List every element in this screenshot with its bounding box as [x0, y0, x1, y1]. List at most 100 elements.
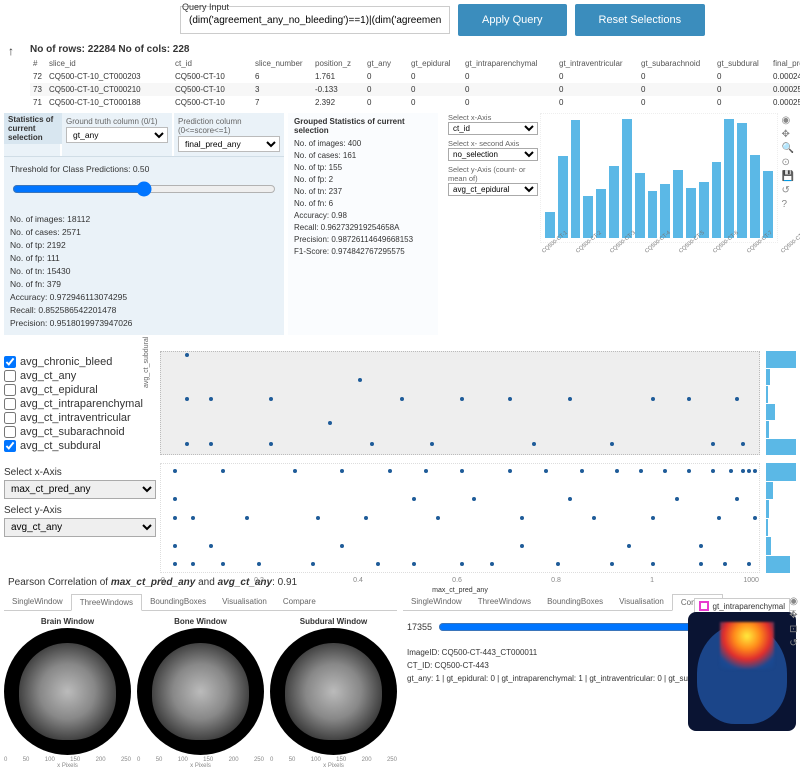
- stat-row: No. of fn: 379: [10, 279, 278, 289]
- stat-row: Accuracy: 0.972946113074295: [10, 292, 278, 302]
- bokeh-icon[interactable]: ◉: [782, 115, 794, 126]
- bar[interactable]: [763, 171, 773, 238]
- s2-ylabel: Select y-Axis: [4, 505, 156, 516]
- threshold-slider[interactable]: [12, 181, 276, 197]
- grouped-header: Grouped Statistics of current selection: [294, 117, 432, 135]
- layer-checkbox[interactable]: avg_ct_subarachnoid: [4, 425, 156, 439]
- x2axis-select[interactable]: no_selection: [448, 148, 538, 161]
- bar[interactable]: [622, 119, 632, 238]
- stat-row: Precision: 0.9518019973947026: [10, 318, 278, 328]
- bar[interactable]: [545, 212, 555, 238]
- tab-visualisation[interactable]: Visualisation: [214, 594, 275, 610]
- data-table[interactable]: #slice_idct_idslice_numberposition_zgt_a…: [0, 57, 800, 113]
- scatter-plot-2[interactable]: 00.20.40.60.811000 max_ct_pred_any: [160, 463, 760, 573]
- yaxis-select[interactable]: avg_ct_epidural: [448, 183, 538, 196]
- tab-visualisation[interactable]: Visualisation: [611, 594, 672, 610]
- layer-checkbox[interactable]: avg_ct_intraparenchymal: [4, 397, 156, 411]
- grouped-stat-row: Precision: 0.98726114649668153: [294, 235, 432, 244]
- chart-toolbar[interactable]: ◉ ✥ 🔍 ⊙ 💾 ↺ ?: [780, 113, 796, 335]
- tab-threewindows[interactable]: ThreeWindows: [71, 594, 142, 611]
- tab-boundingboxes[interactable]: BoundingBoxes: [539, 594, 611, 610]
- stat-row: No. of tn: 15430: [10, 266, 278, 276]
- pred-col-select[interactable]: final_pred_any: [178, 136, 280, 152]
- bar[interactable]: [558, 156, 568, 238]
- s2-xselect[interactable]: max_ct_pred_any: [4, 480, 156, 499]
- xaxis-select[interactable]: ct_id: [448, 122, 538, 135]
- table-row[interactable]: 72CQ500-CT-10_CT000203CQ500-CT-1061.7610…: [30, 70, 800, 83]
- heatmap-panel: gt_intraparenchymal: [688, 612, 796, 731]
- bar[interactable]: [635, 173, 645, 238]
- side-histogram-1: [764, 351, 796, 455]
- table-row[interactable]: 71CQ500-CT-10_CT000188CQ500-CT-1072.3920…: [30, 96, 800, 109]
- column-header[interactable]: gt_any: [364, 57, 408, 70]
- pan-icon[interactable]: ✥: [789, 610, 798, 621]
- expand-handle[interactable]: ↑: [8, 44, 14, 58]
- column-header[interactable]: slice_number: [252, 57, 312, 70]
- grouped-stat-row: No. of tn: 237: [294, 187, 432, 196]
- stat-row: No. of cases: 2571: [10, 227, 278, 237]
- ct-window: Bone Window050100150200250x Pixels: [137, 617, 264, 769]
- column-header[interactable]: #: [30, 57, 46, 70]
- gt-col-label: Ground truth column (0/1): [66, 117, 168, 126]
- layer-checkboxes[interactable]: avg_chronic_bleedavg_ct_anyavg_ct_epidur…: [4, 351, 156, 455]
- layer-checkbox[interactable]: avg_ct_epidural: [4, 383, 156, 397]
- reset-selections-button[interactable]: Reset Selections: [575, 4, 706, 36]
- layer-checkbox[interactable]: avg_ct_any: [4, 369, 156, 383]
- zoom-icon[interactable]: 🔍: [782, 143, 794, 154]
- column-header[interactable]: position_z: [312, 57, 364, 70]
- query-label: Query Input: [182, 2, 229, 12]
- layer-checkbox[interactable]: avg_ct_subdural: [4, 439, 156, 453]
- save-icon[interactable]: 💾: [782, 171, 794, 182]
- threshold-label: Threshold for Class Predictions: 0.50: [10, 164, 278, 174]
- column-header[interactable]: gt_intraparenchymal: [462, 57, 556, 70]
- table-row[interactable]: 73CQ500-CT-10_CT000210CQ500-CT-103-0.133…: [30, 83, 800, 96]
- layer-checkbox[interactable]: avg_chronic_bleed: [4, 355, 156, 369]
- grouped-stat-row: No. of fn: 6: [294, 199, 432, 208]
- x2axis-label: Select x- second Axis: [448, 139, 538, 148]
- bar[interactable]: [724, 119, 734, 238]
- tab-singlewindow[interactable]: SingleWindow: [403, 594, 470, 610]
- tab-threewindows[interactable]: ThreeWindows: [470, 594, 539, 610]
- bar[interactable]: [750, 155, 760, 238]
- column-header[interactable]: gt_subarachnoid: [638, 57, 714, 70]
- tab-singlewindow[interactable]: SingleWindow: [4, 594, 71, 610]
- bar-chart[interactable]: CQ500-CT-1CQ500-CT-2CQ500-CT-3CQ500-CT-4…: [540, 113, 778, 243]
- wheel-icon[interactable]: ⊙: [782, 157, 794, 168]
- bar[interactable]: [686, 188, 696, 238]
- reset-icon[interactable]: ↺: [789, 638, 798, 649]
- side-histogram-2: [764, 463, 796, 573]
- scatter-plot-1[interactable]: avg_ct_subdural: [160, 351, 760, 455]
- column-header[interactable]: slice_id: [46, 57, 172, 70]
- pan-icon[interactable]: ✥: [782, 129, 794, 140]
- help-icon[interactable]: ?: [782, 199, 794, 210]
- scatter1-ylabel: avg_ct_subdural: [143, 337, 150, 388]
- reset-icon[interactable]: ↺: [782, 185, 794, 196]
- column-header[interactable]: ct_id: [172, 57, 252, 70]
- bar[interactable]: [648, 191, 658, 238]
- bar[interactable]: [712, 162, 722, 238]
- gt-col-select[interactable]: gt_any: [66, 127, 168, 143]
- grouped-stat-row: No. of cases: 161: [294, 151, 432, 160]
- s2-yselect[interactable]: avg_ct_any: [4, 518, 156, 537]
- grouped-stat-row: No. of tp: 155: [294, 163, 432, 172]
- zoom-icon[interactable]: ⊡: [789, 624, 798, 635]
- table-info: No of rows: 22284 No of cols: 228: [0, 42, 800, 57]
- tab-compare[interactable]: Compare: [275, 594, 324, 610]
- bar[interactable]: [583, 196, 593, 238]
- bokeh-icon[interactable]: ◉: [789, 596, 798, 607]
- column-header[interactable]: gt_intraventricular: [556, 57, 638, 70]
- apply-query-button[interactable]: Apply Query: [458, 4, 567, 36]
- column-header[interactable]: gt_subdural: [714, 57, 770, 70]
- column-header[interactable]: gt_epidural: [408, 57, 462, 70]
- bar[interactable]: [571, 120, 581, 238]
- bar[interactable]: [673, 170, 683, 238]
- bar[interactable]: [609, 166, 619, 238]
- grouped-stat-row: No. of fp: 2: [294, 175, 432, 184]
- bar[interactable]: [737, 123, 747, 238]
- stat-row: No. of tp: 2192: [10, 240, 278, 250]
- column-header[interactable]: final_pred_any: [770, 57, 800, 70]
- ct-window: Subdural Window050100150200250x Pixels: [270, 617, 397, 769]
- grouped-stat-row: Recall: 0.962732919254658A: [294, 223, 432, 232]
- layer-checkbox[interactable]: avg_ct_intraventricular: [4, 411, 156, 425]
- tab-boundingboxes[interactable]: BoundingBoxes: [142, 594, 214, 610]
